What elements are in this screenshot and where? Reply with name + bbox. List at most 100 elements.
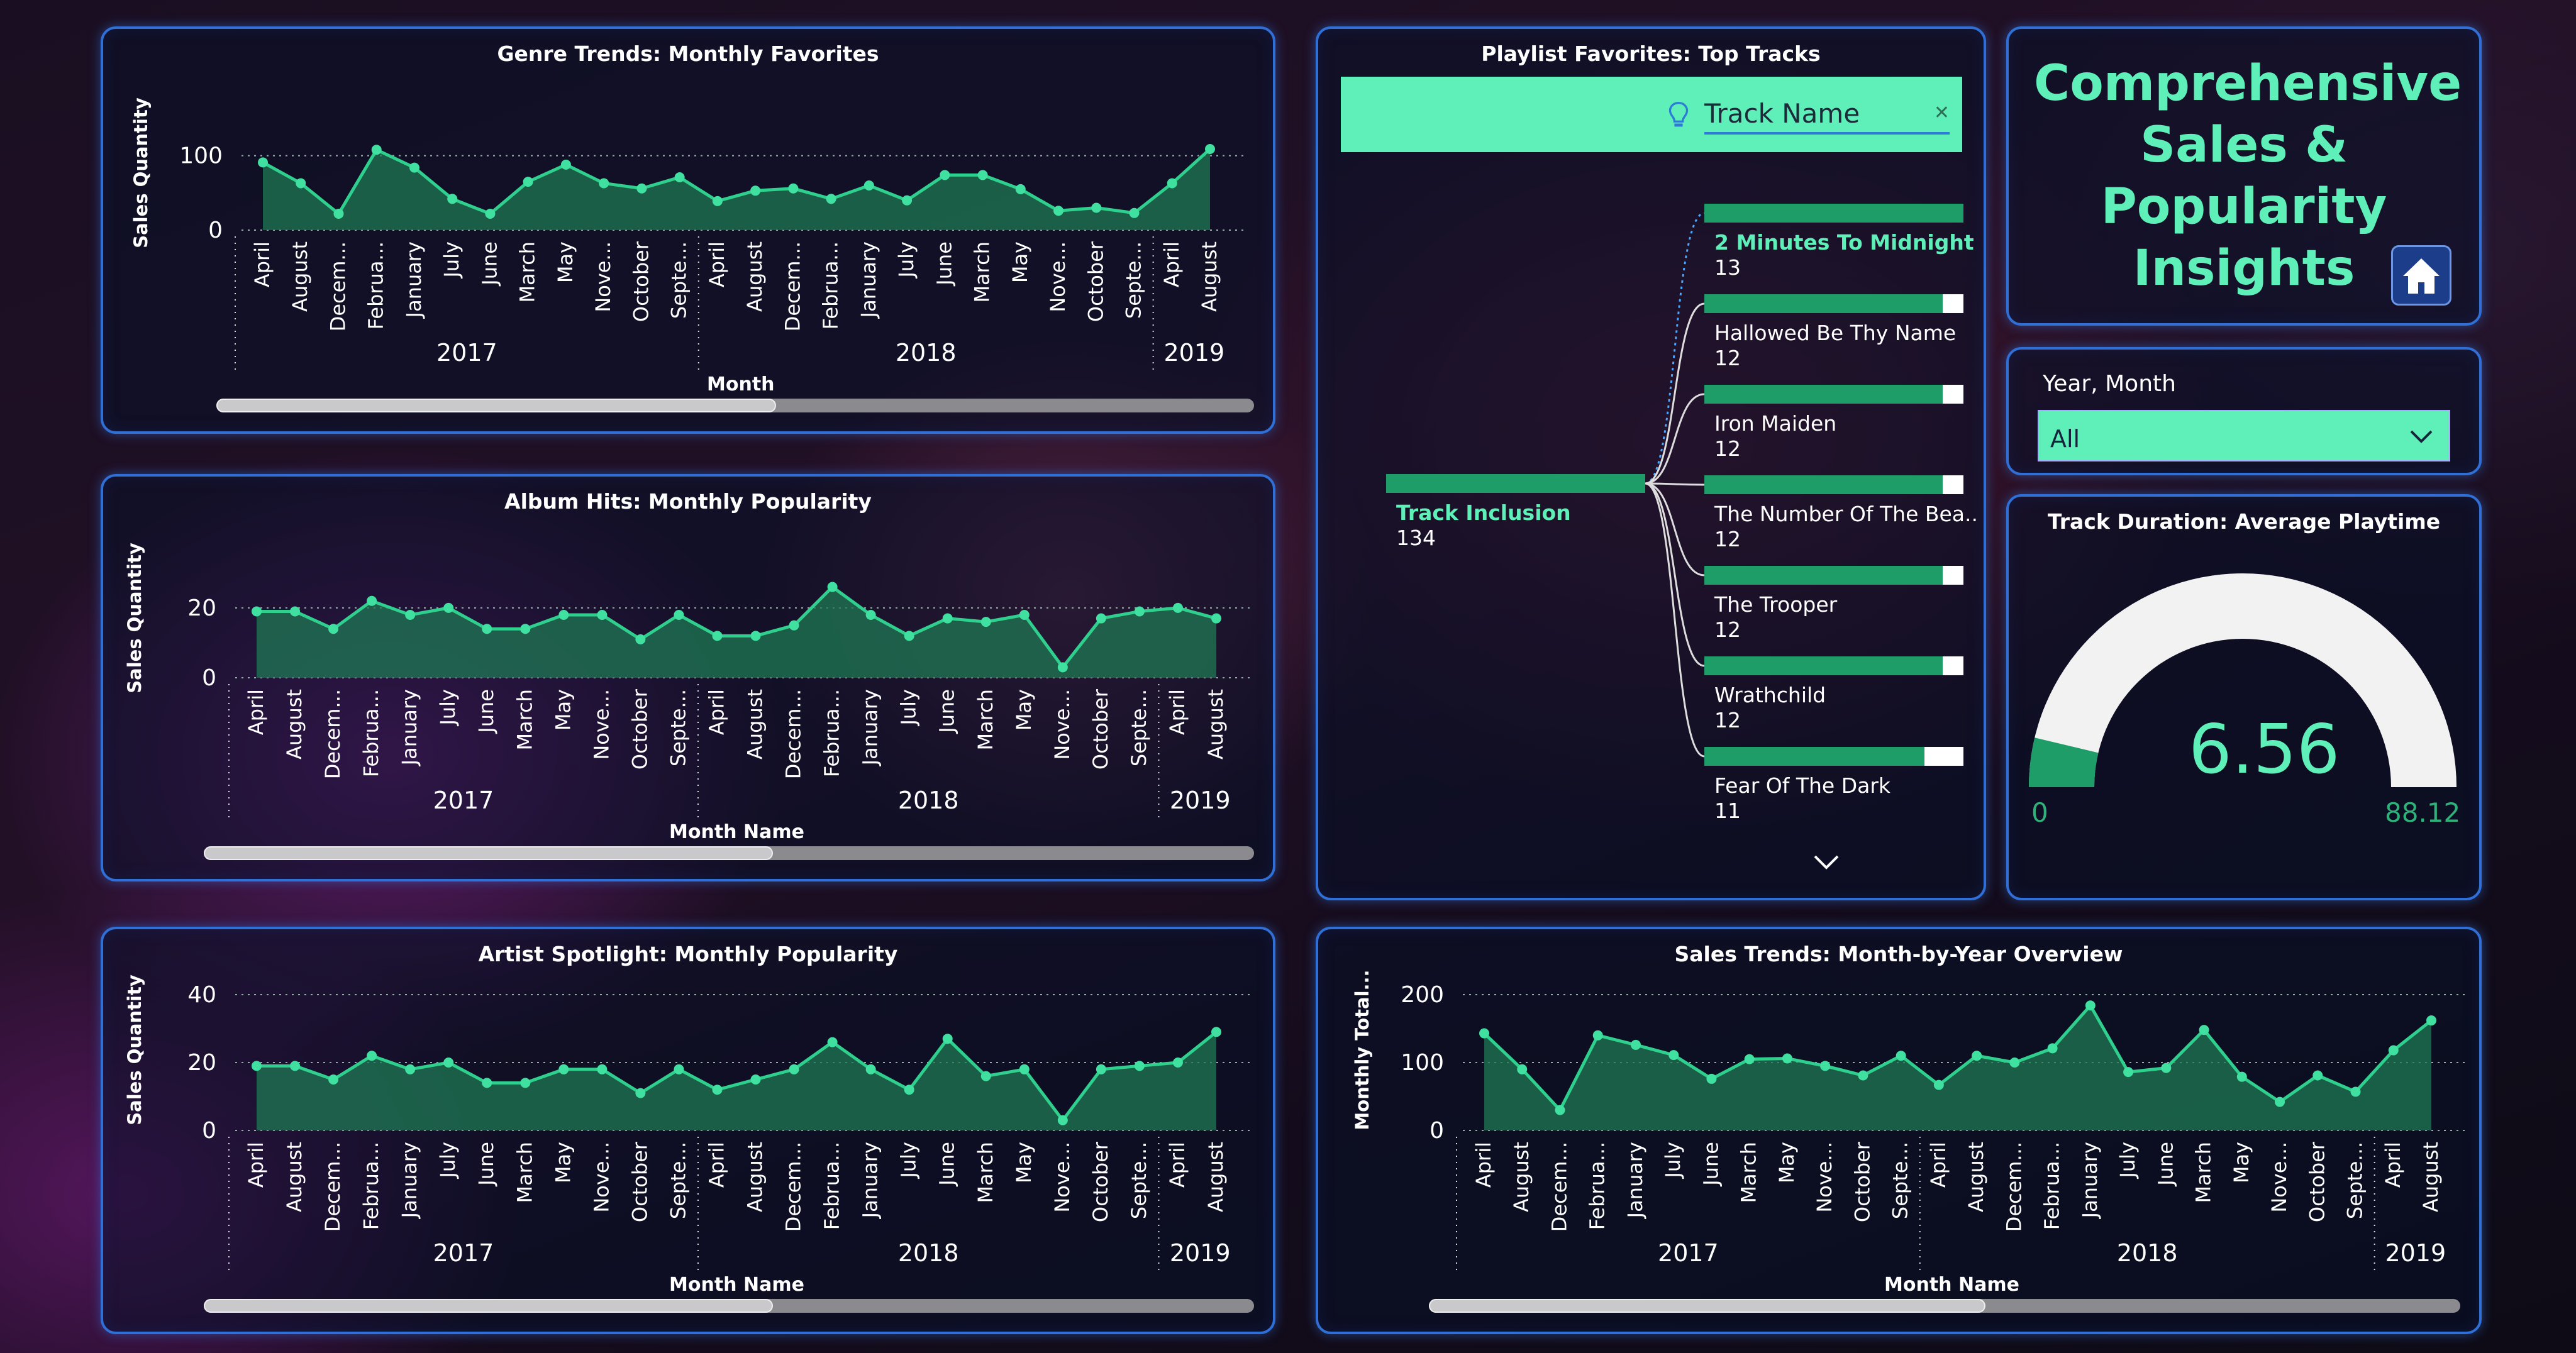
chart-title: Album Hits: Monthly Popularity — [504, 489, 872, 514]
gauge-min: 0 — [2031, 797, 2048, 828]
x-tick-label: Decem... — [321, 1142, 345, 1232]
year-label: 2018 — [898, 1239, 959, 1267]
x-tick-label: October — [1084, 241, 1108, 322]
data-point — [674, 172, 685, 182]
x-tick-label: Februa... — [359, 1142, 383, 1230]
x-tick-label: October — [628, 1141, 652, 1222]
horizontal-scrollbar[interactable] — [216, 399, 1254, 412]
x-tick-label: April — [704, 1142, 728, 1188]
gauge-chart — [2029, 573, 2457, 787]
track-name-level-header[interactable]: Track Name ✕ — [1341, 77, 1962, 152]
x-tick-label: Septe... — [1889, 1142, 1913, 1219]
child-node-value: 12 — [1714, 436, 1741, 461]
horizontal-scrollbar[interactable] — [204, 1299, 1254, 1313]
data-point — [560, 159, 571, 170]
home-icon — [2403, 258, 2440, 294]
data-point — [636, 183, 647, 194]
x-tick-label: April — [2381, 1142, 2405, 1188]
data-point — [1129, 207, 1140, 218]
year-month-dropdown[interactable]: All — [2038, 410, 2450, 461]
x-tick-label: Decem... — [321, 689, 345, 779]
child-node-value: 12 — [1714, 708, 1741, 732]
x-axis-title: Month — [707, 373, 775, 395]
child-node-bar[interactable] — [1704, 747, 1924, 766]
child-node-bar[interactable] — [1704, 475, 1943, 494]
x-tick-label: January — [2078, 1142, 2102, 1219]
data-point — [826, 194, 836, 204]
x-tick-label: July — [1661, 1142, 1685, 1179]
close-icon[interactable]: ✕ — [1933, 102, 1950, 124]
x-tick-label: Nove... — [1050, 1142, 1074, 1213]
child-node-bar[interactable] — [1704, 656, 1943, 675]
x-tick-label: March — [513, 689, 536, 751]
x-tick-label: August — [288, 241, 312, 312]
horizontal-scrollbar[interactable] — [1429, 1299, 2460, 1313]
x-tick-label: Februa... — [820, 689, 844, 777]
year-label: 2019 — [1170, 1239, 1231, 1267]
x-tick-label: August — [1509, 1142, 1533, 1212]
x-tick-label: Februa... — [364, 241, 388, 329]
tree-connector — [1645, 482, 1705, 667]
data-point — [827, 582, 838, 592]
data-point — [1057, 1115, 1068, 1125]
x-tick-label: Nove... — [2267, 1142, 2291, 1213]
child-node-value: 12 — [1714, 527, 1741, 551]
x-tick-label: October — [2305, 1141, 2329, 1222]
child-node-bar[interactable] — [1704, 566, 1943, 585]
root-node-bar[interactable] — [1386, 474, 1645, 493]
x-tick-label: January — [858, 1142, 882, 1219]
x-tick-label: March — [1737, 1142, 1761, 1203]
data-point — [977, 170, 988, 180]
x-tick-label: June — [477, 241, 501, 287]
y-axis-title: Sales Quantity — [124, 543, 145, 693]
x-tick-label: August — [2419, 1142, 2443, 1212]
chevron-down-icon[interactable] — [1813, 853, 1840, 871]
x-tick-label: July — [436, 1142, 460, 1179]
data-point — [1517, 1064, 1528, 1074]
x-tick-label: Decem... — [326, 241, 350, 331]
scrollbar-thumb[interactable] — [204, 846, 773, 860]
child-node-bar[interactable] — [1704, 204, 1963, 223]
tree-title: Playlist Favorites: Top Tracks — [1481, 41, 1821, 66]
data-point — [290, 1061, 301, 1071]
child-node-bar[interactable] — [1704, 385, 1943, 404]
dropdown-value: All — [2050, 425, 2080, 453]
y-tick-label: 100 — [1401, 1050, 1444, 1076]
sales-trends-chart: Monthly Total... 0 100 200 April August Decem.… — [1352, 969, 2469, 1275]
x-tick-label: Septe... — [1122, 241, 1146, 319]
scrollbar-thumb[interactable] — [216, 399, 776, 412]
year-label: 2018 — [896, 339, 957, 367]
scrollbar-thumb[interactable] — [204, 1299, 773, 1313]
x-tick-label: June — [474, 1142, 498, 1187]
horizontal-scrollbar[interactable] — [204, 846, 1254, 860]
gauge-value: 6.56 — [2189, 710, 2340, 789]
data-point — [599, 178, 609, 189]
x-tick-label: Nove... — [1813, 1142, 1836, 1213]
year-label: 2018 — [898, 787, 959, 814]
home-button[interactable] — [2391, 245, 2451, 306]
x-tick-label: April — [1165, 689, 1189, 735]
x-tick-label: January — [397, 1142, 421, 1219]
data-point — [980, 617, 991, 627]
data-point — [482, 624, 492, 634]
data-point — [1858, 1070, 1868, 1081]
artist-spotlight-chart: Sales Quantity 0 20 40 April August Decem... Fe… — [124, 975, 1254, 1275]
x-tick-label: Februa... — [819, 241, 843, 329]
year-label: 2019 — [1170, 787, 1231, 814]
x-tick-label: August — [282, 1142, 306, 1212]
y-tick-label: 0 — [202, 1118, 216, 1144]
y-tick-label: 100 — [179, 143, 223, 169]
lightbulb-icon — [1668, 102, 1689, 127]
root-node-label: Track Inclusion — [1396, 500, 1571, 525]
scrollbar-thumb[interactable] — [1429, 1299, 1985, 1313]
x-tick-label: May — [2229, 1142, 2253, 1183]
x-tick-label: March — [513, 1142, 536, 1203]
x-tick-label: April — [1160, 241, 1184, 287]
y-tick-label: 0 — [1430, 1118, 1444, 1144]
child-node-label: The Number Of The Bea.. — [1714, 502, 1979, 526]
x-tick-label: January — [402, 241, 426, 319]
x-tick-label: May — [553, 241, 577, 283]
child-node-bar[interactable] — [1704, 294, 1943, 313]
data-point — [558, 610, 569, 620]
data-point — [2199, 1025, 2209, 1035]
